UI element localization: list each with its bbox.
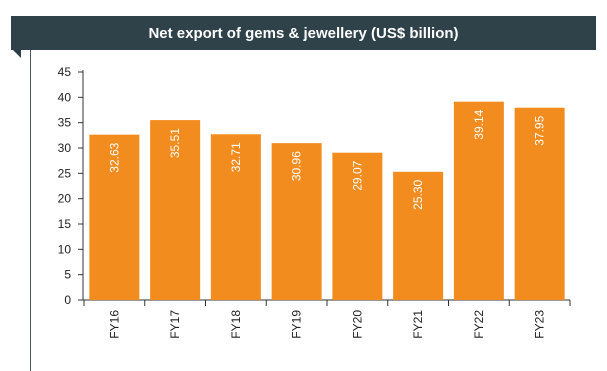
bar — [210, 134, 261, 300]
card-border — [30, 50, 31, 371]
bar-value-label: 32.71 — [229, 142, 243, 172]
x-tick-label: FY23 — [533, 310, 547, 339]
y-tick-label: 30 — [58, 141, 72, 155]
bar-value-label: 32.63 — [107, 142, 121, 172]
bar-value-label: 35.51 — [168, 128, 182, 158]
x-tick-label: FY20 — [350, 310, 364, 339]
x-tick-label: FY18 — [229, 310, 243, 339]
x-tick-label: FY22 — [472, 310, 486, 339]
chart-title: Net export of gems & jewellery (US$ bill… — [11, 16, 596, 50]
x-tick-label: FY16 — [107, 310, 121, 339]
bar-value-label: 37.95 — [533, 115, 547, 145]
x-tick-label: FY19 — [290, 310, 304, 339]
bar — [453, 101, 504, 300]
chart-axes: 0 5 10 15 20 25 30 35 40 45 — [58, 65, 571, 307]
labels-group: 32.63 FY16 35.51 FY17 32.71 FY18 30.96 FY19 29.0… — [107, 109, 546, 338]
x-tick-label: FY21 — [411, 310, 425, 339]
bar — [332, 152, 383, 300]
title-banner-fold — [11, 48, 21, 58]
bar — [271, 143, 322, 300]
y-tick-label: 5 — [64, 268, 71, 282]
bars-group — [89, 101, 565, 300]
bar-value-label: 30.96 — [290, 151, 304, 181]
bar — [150, 120, 201, 300]
bar-value-label: 39.14 — [472, 109, 486, 139]
y-tick-label: 45 — [58, 65, 72, 79]
x-tick-label: FY17 — [168, 310, 182, 339]
bar-value-label: 29.07 — [350, 160, 364, 190]
y-tick-label: 35 — [58, 116, 72, 130]
y-tick-label: 0 — [64, 293, 71, 307]
bar-value-label: 25.30 — [411, 179, 425, 209]
y-tick-label: 15 — [58, 217, 72, 231]
bar — [514, 107, 565, 300]
bar — [89, 134, 140, 300]
bar — [393, 171, 444, 300]
y-tick-label: 40 — [58, 90, 72, 104]
y-tick-label: 10 — [58, 242, 72, 256]
y-tick-label: 25 — [58, 166, 72, 180]
y-tick-label: 20 — [58, 192, 72, 206]
